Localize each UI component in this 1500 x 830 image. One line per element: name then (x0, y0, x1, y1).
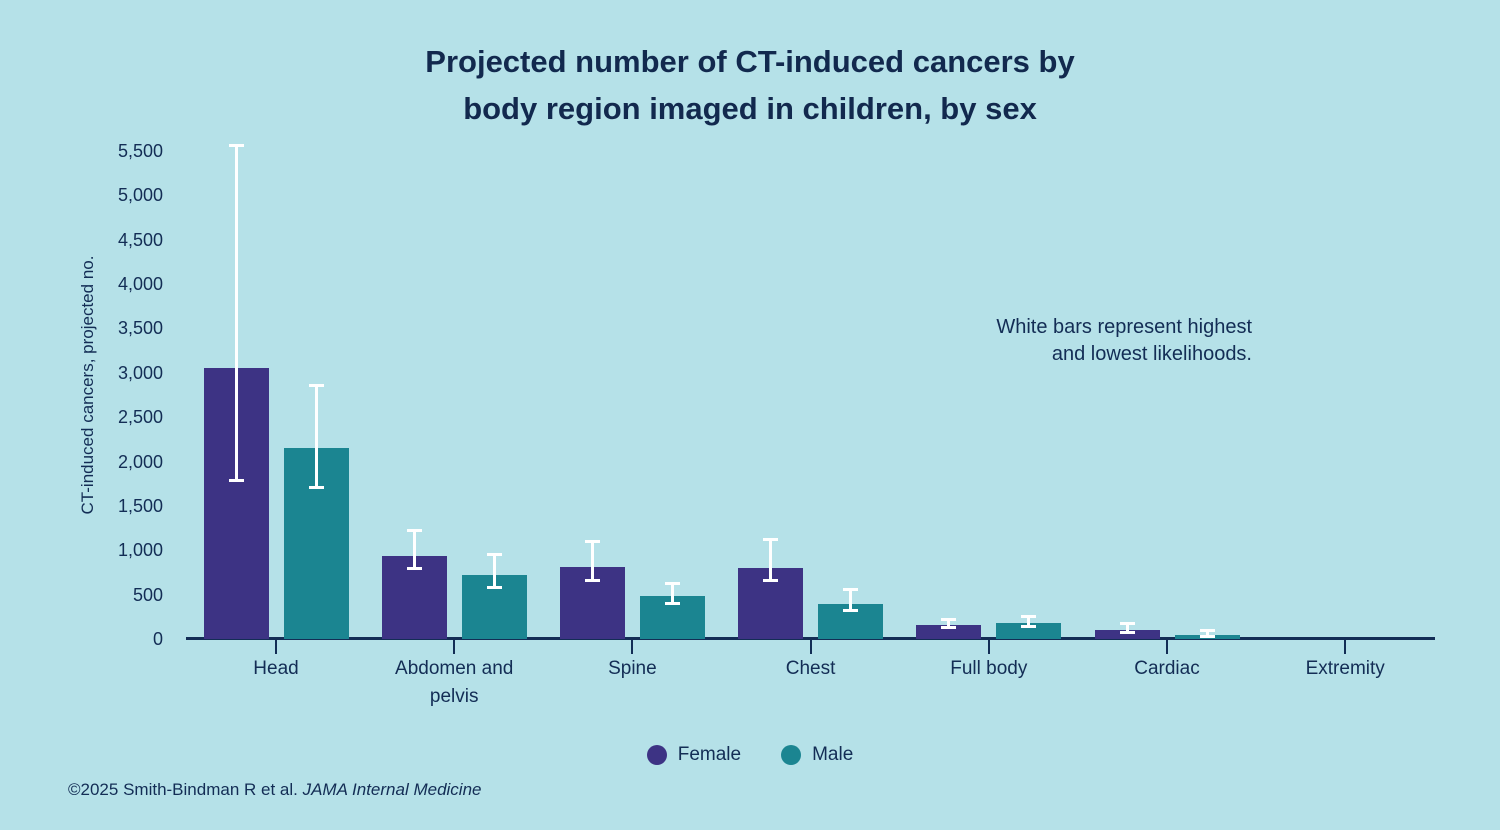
y-tick-label: 2,500 (117, 407, 163, 428)
y-tick-label: 500 (132, 584, 163, 605)
error-bar-male-spine (670, 583, 674, 605)
error-bar-annotation: White bars represent highest and lowest … (996, 316, 1252, 365)
y-tick-label: 3,000 (117, 362, 163, 383)
error-bar-cap-high (763, 537, 779, 541)
y-tick-label: 1,000 (117, 540, 163, 561)
error-bar-cap-high (584, 539, 600, 543)
x-label-abdomen-and-pelvis: Abdomen and pelvis (395, 658, 514, 707)
y-tick-label: 2,000 (117, 451, 163, 472)
error-bar-cap-low (486, 585, 502, 589)
x-axis-tick (1344, 640, 1347, 654)
y-tick-label: 1,500 (117, 495, 163, 516)
x-axis-line (186, 637, 1435, 640)
error-bar-cap-low (308, 486, 324, 490)
error-bar-cap-low (228, 479, 244, 483)
error-bar-female-head (234, 144, 238, 482)
error-bar-cap-high (1119, 622, 1135, 626)
error-bar-cap-high (308, 384, 324, 388)
chart-legend: Female Male (0, 744, 1500, 766)
bar-female-cardiac (1094, 629, 1160, 639)
error-bar-cap-high (228, 143, 244, 147)
error-bar-female-spine (590, 540, 594, 582)
x-axis-tick (275, 640, 277, 654)
error-bar-cap-high (1199, 628, 1215, 632)
x-label-cardiac: Cardiac (1134, 658, 1200, 679)
x-axis-tick (631, 640, 634, 654)
error-bar-female-chest (769, 538, 773, 582)
error-bar-cap-high (1021, 614, 1037, 618)
error-bar-cap-low (1199, 634, 1215, 638)
error-bar-male-head (314, 385, 318, 489)
error-bar-female-abdomen-and-pelvis (412, 529, 416, 569)
x-axis-tick (987, 640, 990, 654)
error-bar-cap-low (941, 626, 957, 630)
error-bar-male-full-body (1027, 615, 1031, 627)
error-bar-cap-low (1021, 624, 1037, 628)
x-label-full-body: Full body (950, 658, 1028, 679)
x-label-chest: Chest (785, 658, 836, 679)
error-bar-cap-low (763, 579, 779, 583)
copyright-footer: ©2025 Smith-Bindman R et al. JAMA Intern… (68, 780, 481, 800)
legend-dot-male (781, 745, 802, 765)
legend-item-male: Male (781, 744, 853, 766)
error-bar-cap-high (941, 617, 957, 621)
x-label-spine: Spine (608, 658, 657, 679)
chart-title: Projected number of CT-induced cancers b… (425, 44, 1075, 126)
legend-label-female: Female (677, 744, 742, 765)
x-axis-tick (809, 640, 812, 654)
error-bar-male-cardiac (1205, 629, 1209, 637)
error-bar-male-abdomen-and-pelvis (492, 553, 496, 588)
bar-female-full-body (916, 624, 982, 639)
footer-text: ©2025 Smith-Bindman R et al. (68, 780, 303, 799)
x-axis-tick (453, 640, 456, 654)
x-label-head: Head (253, 658, 299, 679)
legend-dot-female (646, 745, 667, 765)
error-bar-female-cardiac (1125, 623, 1129, 634)
error-bar-cap-low (664, 602, 680, 606)
y-tick-label: 5,500 (117, 141, 163, 161)
error-bar-cap-high (843, 588, 859, 592)
y-tick-label: 4,000 (117, 274, 163, 295)
error-bar-cap-low (406, 566, 422, 570)
error-bar-cap-low (584, 579, 600, 583)
footer-journal-name: JAMA Internal Medicine (302, 780, 482, 799)
error-bar-cap-high (664, 582, 680, 586)
error-bar-cap-high (486, 552, 502, 556)
y-tick-label: 4,500 (117, 229, 163, 250)
error-bar-male-chest (849, 589, 853, 612)
error-bar-female-full-body (947, 618, 951, 629)
y-tick-label: 3,500 (117, 318, 163, 339)
y-tick-label: 5,000 (117, 185, 163, 206)
y-tick-label: 0 (152, 629, 163, 649)
x-axis-tick (1166, 640, 1168, 654)
legend-label-male: Male (812, 744, 854, 765)
x-label-extremity: Extremity (1305, 658, 1385, 679)
error-bar-cap-low (1119, 631, 1135, 635)
legend-item-female: Female (646, 744, 742, 766)
error-bar-cap-high (406, 528, 422, 532)
error-bar-cap-low (843, 609, 859, 613)
bar-male-full-body (996, 623, 1062, 639)
